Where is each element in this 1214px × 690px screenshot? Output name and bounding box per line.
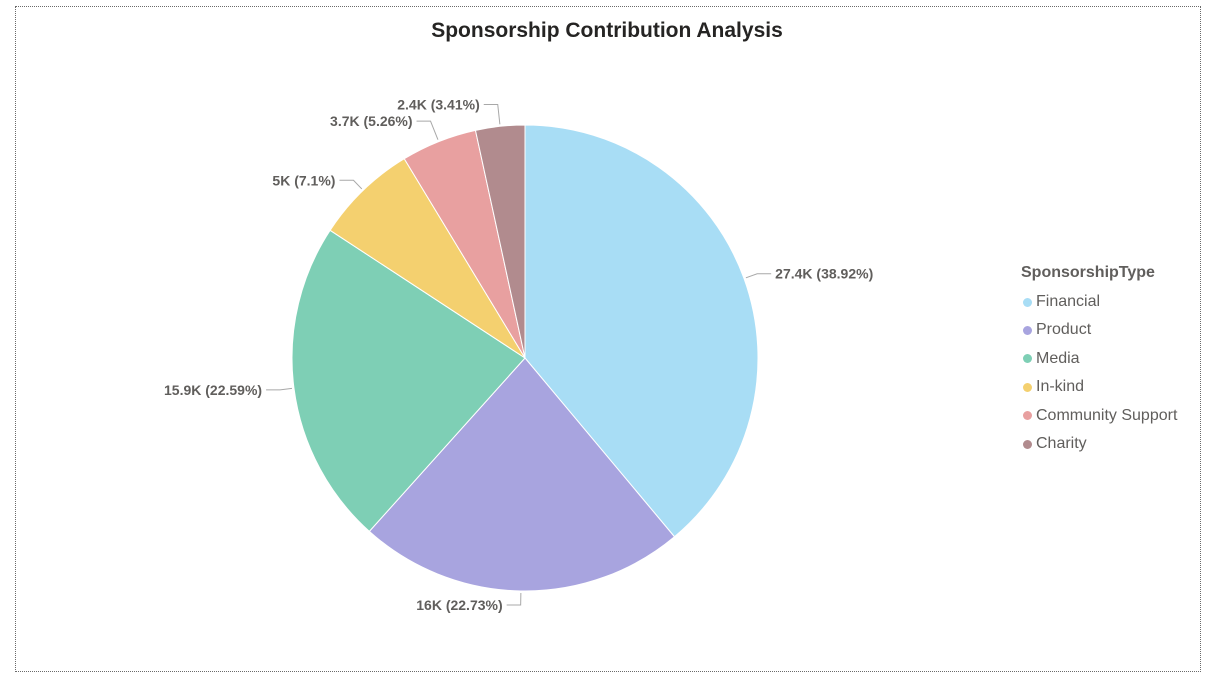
leader-line: [266, 387, 293, 391]
legend-marker: [1023, 382, 1032, 392]
data-label: 2.4K (3.41%): [397, 96, 479, 112]
legend-item[interactable]: Financial: [1021, 288, 1177, 316]
legend-item[interactable]: Charity: [1021, 430, 1177, 458]
legend-items: Financial Product Media In-kind Community Su…: [1021, 288, 1177, 458]
legend-marker: [1023, 297, 1032, 307]
legend-label: In-kind: [1036, 378, 1085, 396]
pie-slice-in-kind[interactable]: [329, 158, 526, 359]
leader-line: [483, 103, 501, 125]
data-label: 3.7K (5.26%): [330, 113, 412, 129]
legend-item[interactable]: Community Support: [1021, 402, 1177, 430]
data-label: 15.9K (22.59%): [164, 382, 262, 398]
legend-item[interactable]: Product: [1021, 316, 1177, 344]
slices-layer: [291, 124, 759, 592]
pie-slice-media[interactable]: [291, 229, 526, 533]
legend-marker: [1023, 326, 1032, 336]
legend: SponsorshipType Financial Product Media In-…: [1021, 262, 1177, 458]
legend-item[interactable]: Media: [1021, 345, 1177, 373]
legend-item[interactable]: In-kind: [1021, 373, 1177, 401]
legend-marker: [1023, 439, 1032, 449]
legend-marker: [1023, 354, 1032, 364]
legend-label: Community Support: [1036, 406, 1178, 424]
leader-line: [416, 120, 439, 140]
data-label: 5K (7.1%): [272, 172, 335, 188]
data-label: 16K (22.73%): [416, 597, 502, 613]
pie-slice-charity[interactable]: [474, 124, 526, 359]
pie-slice-product[interactable]: [368, 357, 676, 592]
chart-title: Sponsorship Contribution Analysis: [431, 19, 783, 42]
leader-line: [506, 592, 522, 606]
leader-line: [745, 273, 772, 279]
legend-label: Charity: [1036, 434, 1087, 452]
legend-label: Financial: [1036, 293, 1101, 310]
leader-lines-layer: [266, 103, 772, 606]
legend-label: Product: [1036, 321, 1092, 339]
data-label: 27.4K (38.92%): [775, 266, 873, 282]
legend-label: Media: [1036, 349, 1080, 367]
legend-marker: [1023, 411, 1032, 421]
pie-slice-financial[interactable]: [524, 124, 759, 538]
data-labels-layer: 27.4K (38.92%) 16K (22.73%) 15.9K (22.59%)…: [164, 96, 873, 613]
leader-line: [339, 179, 363, 190]
legend-title: SponsorshipType: [1021, 264, 1155, 281]
